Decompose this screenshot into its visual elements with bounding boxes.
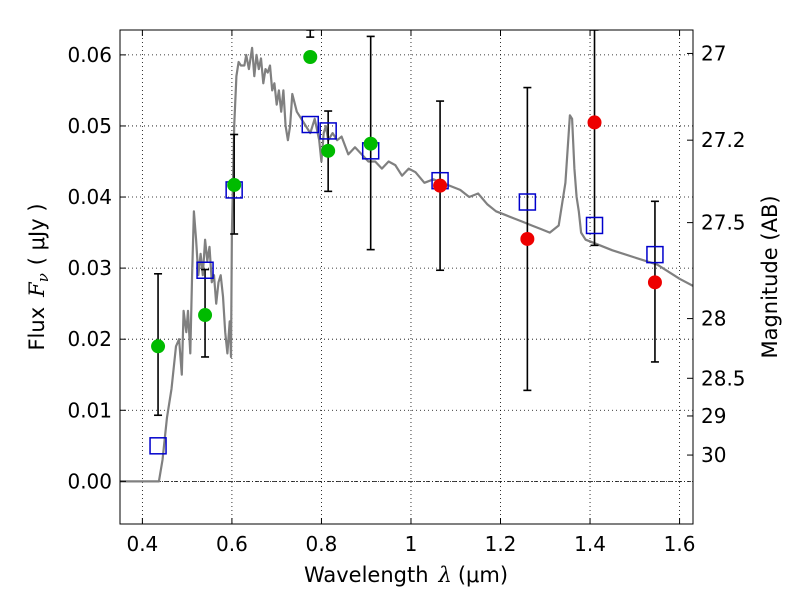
observed-point	[520, 231, 535, 246]
x-tick-label: 0.4	[126, 532, 158, 556]
observed-point	[587, 115, 602, 130]
model-band-square	[149, 437, 167, 455]
x-axis-title-text: Wavelength	[304, 563, 429, 587]
plot-frame	[119, 29, 694, 525]
y2-tick-label: 27.5	[701, 211, 746, 235]
model-band-square	[646, 245, 664, 264]
model-spectrum-line	[120, 46, 693, 483]
model-band-square	[319, 122, 337, 140]
x-tick-label: 0.8	[306, 532, 338, 556]
y-axis-symbol: F	[25, 281, 49, 298]
observed-point	[303, 50, 318, 65]
y2-tick-label: 30	[701, 443, 726, 467]
plot-content	[120, 30, 693, 483]
x-axis-title: Wavelength λ (μm)	[304, 563, 508, 587]
observed-point	[227, 177, 242, 192]
y-axis-title: Flux Fν ( μJy )	[25, 203, 52, 350]
observed-point	[321, 143, 336, 158]
y-axis-subscript: ν	[34, 273, 52, 282]
x-tick-label: 0.6	[216, 532, 248, 556]
y-tick-label: 0.02	[67, 327, 112, 351]
y-tick-label: 0.01	[67, 398, 112, 422]
x-tick-label: 1	[405, 532, 418, 556]
model-band-square	[518, 193, 537, 211]
observed-point	[647, 275, 662, 290]
x-tick-label: 1.2	[485, 532, 517, 556]
y2-tick-label: 27.2	[701, 128, 746, 152]
y-tick-label: 0.03	[67, 256, 112, 280]
y-tick-label: 0.00	[67, 469, 112, 493]
y2-tick-label: 29	[701, 404, 726, 428]
ticks: 0.4 0.6 0.8 1 1.2 1.4 1.6 0.00 0.01 0.02 0.03 0.04 0…	[67, 30, 746, 556]
y2-tick-label: 28	[701, 307, 726, 331]
observed-point	[151, 339, 166, 354]
y-tick-label: 0.06	[67, 43, 112, 67]
y-axis-title-text: Flux	[25, 307, 49, 351]
x-tick-label: 1.4	[574, 532, 606, 556]
y-tick-label: 0.05	[67, 114, 112, 138]
observed-point	[363, 136, 378, 151]
y2-tick-label: 27	[701, 41, 726, 65]
x-axis-unit: (μm)	[458, 563, 508, 587]
observed-point	[433, 178, 448, 193]
y-tick-label: 0.04	[67, 185, 112, 209]
model-band-square	[585, 216, 604, 235]
model-band-square	[196, 261, 214, 279]
y-axis-unit: ( μJy )	[25, 203, 49, 265]
y2-axis-title: Magnitude (AB)	[758, 195, 782, 358]
y2-tick-label: 28.5	[701, 366, 746, 390]
model-band-square	[301, 115, 320, 134]
observed-point	[198, 308, 213, 323]
grid	[120, 30, 693, 524]
x-axis-symbol: λ	[438, 563, 452, 587]
x-tick-label: 1.6	[664, 532, 696, 556]
